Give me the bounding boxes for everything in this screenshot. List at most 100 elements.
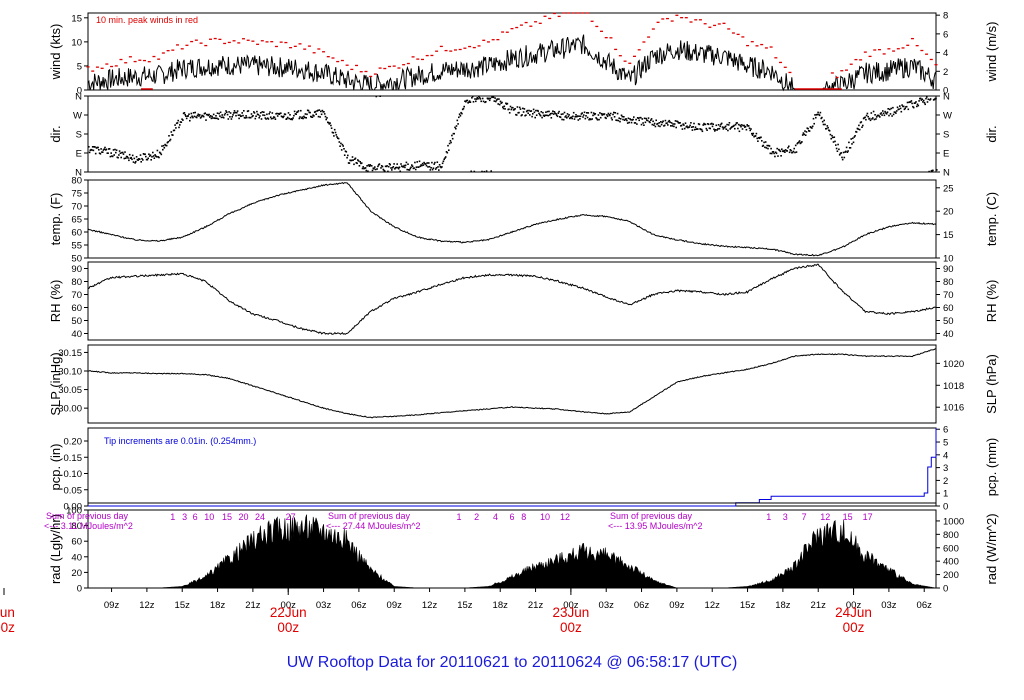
dir-point bbox=[413, 167, 415, 169]
dir-point bbox=[858, 124, 860, 127]
dir-point bbox=[477, 97, 479, 100]
dir-point bbox=[644, 121, 647, 124]
dir-point bbox=[192, 112, 195, 114]
dir-point bbox=[930, 170, 933, 172]
panel-temp: temp. (F) temp. (C) 50 55 60 65 70 75 80 10 15 20 25 bbox=[48, 176, 999, 265]
dir-point bbox=[404, 166, 406, 169]
dir-point bbox=[755, 132, 758, 135]
rad-hour-label: 3 bbox=[182, 512, 187, 522]
dir-point bbox=[441, 166, 443, 168]
dir-point bbox=[638, 119, 640, 122]
dir-point bbox=[916, 105, 918, 108]
dir-point bbox=[586, 112, 588, 114]
dir-point bbox=[137, 159, 139, 161]
dir-point bbox=[717, 128, 719, 130]
dir-point bbox=[391, 169, 393, 171]
dir-point bbox=[474, 98, 476, 100]
dir-point bbox=[610, 117, 613, 119]
dir-point bbox=[168, 139, 171, 142]
dir-point bbox=[922, 101, 924, 103]
dir-point bbox=[693, 128, 696, 131]
dir-point bbox=[342, 145, 344, 147]
dir-point bbox=[628, 121, 630, 124]
dir-point bbox=[139, 154, 142, 156]
dir-point bbox=[549, 112, 552, 115]
dir-point bbox=[275, 113, 277, 115]
dir-point bbox=[463, 105, 465, 108]
dir-point bbox=[824, 123, 826, 126]
dir-point bbox=[914, 102, 916, 104]
dir-point bbox=[265, 118, 267, 120]
dir-point bbox=[579, 115, 582, 118]
rad-ylabel-left: rad (Lgly/hr) bbox=[48, 514, 63, 584]
dir-point bbox=[114, 148, 116, 151]
pcp-ytick-left-label: 0.15 bbox=[64, 453, 83, 464]
dir-point bbox=[162, 144, 165, 147]
temp-series-line bbox=[87, 181, 937, 257]
dir-point bbox=[556, 115, 559, 118]
dir-point bbox=[613, 116, 616, 118]
dir-point bbox=[330, 124, 332, 127]
dir-point bbox=[223, 114, 226, 116]
dir-point bbox=[237, 114, 240, 116]
dir-point bbox=[621, 115, 624, 118]
dir-point bbox=[128, 153, 131, 156]
dir-point bbox=[642, 122, 644, 124]
dir-point bbox=[584, 117, 587, 120]
dir-point bbox=[659, 125, 661, 128]
dir-point bbox=[295, 113, 297, 115]
slp-ylabel-right: SLP (hPa) bbox=[984, 354, 999, 414]
dir-point bbox=[88, 146, 90, 148]
dir-point bbox=[321, 109, 324, 112]
dir-point bbox=[302, 117, 304, 120]
dir-point bbox=[683, 127, 686, 130]
dir-point bbox=[403, 164, 405, 167]
dir-point bbox=[765, 147, 768, 149]
dir-point bbox=[334, 131, 337, 134]
x-day-label: Jun bbox=[0, 605, 15, 620]
dir-point bbox=[666, 122, 668, 124]
temp-ytick-right-label: 20 bbox=[943, 207, 954, 218]
dir-point bbox=[736, 122, 738, 124]
dir-point bbox=[402, 166, 405, 168]
dir-point bbox=[105, 148, 108, 151]
dir-point bbox=[131, 154, 134, 157]
dir-point bbox=[913, 102, 916, 104]
dir-point bbox=[655, 119, 657, 122]
dir-point bbox=[512, 106, 514, 109]
dir-point bbox=[629, 118, 631, 120]
dir-point bbox=[775, 152, 778, 155]
dir-point bbox=[397, 166, 399, 169]
dir-point bbox=[690, 126, 693, 128]
dir-point bbox=[833, 136, 836, 138]
dir-point bbox=[557, 112, 560, 114]
dir-point bbox=[911, 102, 913, 105]
dir-point bbox=[444, 156, 447, 158]
dir-point bbox=[758, 137, 761, 140]
dir-point bbox=[121, 151, 123, 154]
dir-point bbox=[923, 101, 926, 104]
dir-point bbox=[430, 167, 432, 169]
dir-point bbox=[390, 167, 392, 169]
dir-point bbox=[920, 99, 923, 101]
dir-point bbox=[300, 109, 302, 112]
dir-point bbox=[170, 131, 173, 133]
x-hour-tick-label: 09z bbox=[104, 600, 120, 611]
dir-point bbox=[514, 108, 516, 110]
dir-point bbox=[745, 128, 748, 131]
panel-pcp: pcp. (in) pcp. (mm) 0.00 0.05 0.10 0.15 0.20 0 1… bbox=[48, 425, 999, 513]
dir-point bbox=[444, 157, 446, 159]
dir-point bbox=[259, 115, 261, 117]
dir-point bbox=[488, 99, 491, 102]
dir-point bbox=[609, 112, 612, 115]
x-day-label: 23Jun bbox=[552, 605, 589, 620]
dir-point bbox=[652, 120, 654, 123]
dir-point bbox=[163, 147, 166, 149]
dir-point bbox=[843, 156, 846, 159]
dir-point bbox=[526, 109, 529, 112]
x-hour-tick-label: 21z bbox=[528, 600, 544, 611]
x-hour-tick-label: 00z bbox=[563, 600, 579, 611]
dir-point bbox=[773, 152, 775, 155]
dir-point bbox=[849, 147, 852, 149]
temp-ytick-left-label: 75 bbox=[71, 189, 82, 200]
